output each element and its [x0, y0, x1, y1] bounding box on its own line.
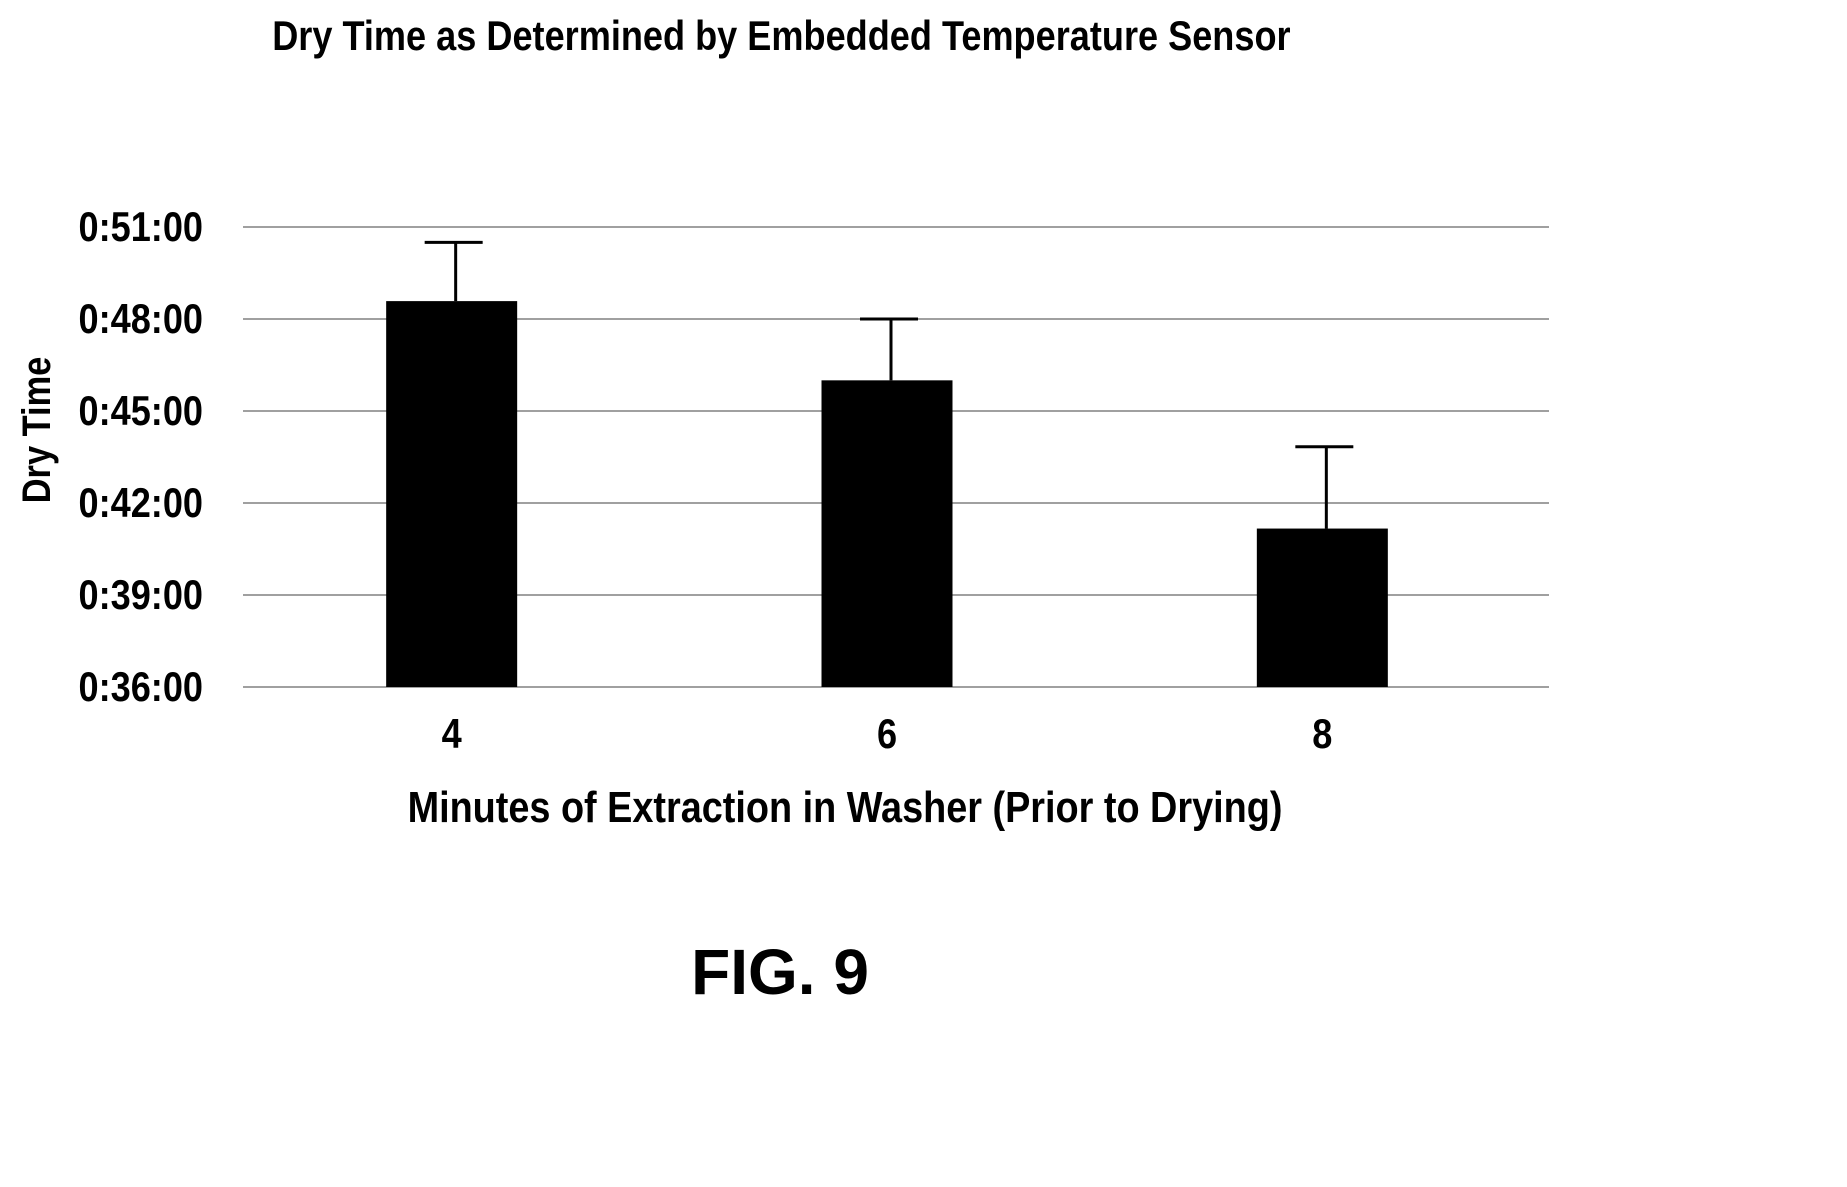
x-axis-tick-labels: 4 6 8 — [442, 712, 1333, 758]
bar-6 — [821, 380, 953, 687]
bar-4 — [386, 301, 518, 687]
error-bars — [424, 240, 1354, 529]
bar-8 — [1256, 528, 1388, 687]
y-tick-label: 0:36:00 — [79, 665, 203, 711]
y-axis-tick-labels: 0:36:00 0:39:00 0:42:00 0:45:00 0:48:00 0:51:… — [79, 205, 203, 711]
y-tick-label: 0:42:00 — [79, 481, 203, 527]
error-bar-8 — [1295, 445, 1354, 529]
x-tick-label: 6 — [877, 712, 897, 758]
x-tick-label: 4 — [442, 712, 462, 758]
chart-title: Dry Time as Determined by Embedded Tempe… — [272, 12, 1291, 59]
error-bar-6 — [860, 317, 918, 381]
figure-label: FIG. 9 — [691, 936, 869, 1008]
x-tick-label: 8 — [1312, 712, 1332, 758]
y-axis-label: Dry Time — [14, 357, 59, 504]
y-tick-label: 0:39:00 — [79, 573, 203, 619]
y-tick-label: 0:48:00 — [79, 297, 203, 343]
bars — [386, 301, 1388, 687]
error-bar-4 — [424, 240, 483, 302]
y-tick-label: 0:45:00 — [79, 389, 203, 435]
x-axis-label: Minutes of Extraction in Washer (Prior t… — [408, 782, 1283, 831]
y-tick-label: 0:51:00 — [79, 205, 203, 251]
